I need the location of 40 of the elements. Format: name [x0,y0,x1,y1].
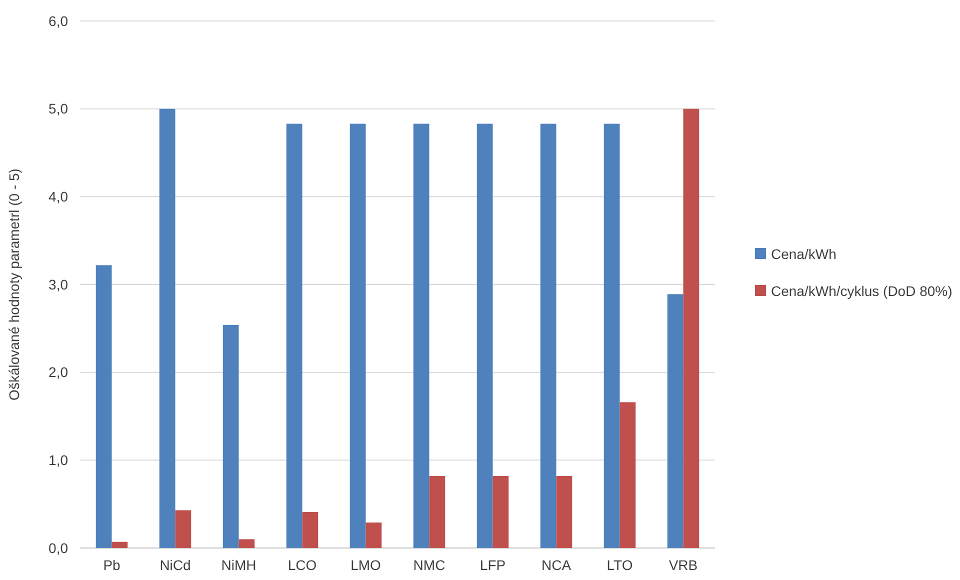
y-tick-label: 4,0 [48,188,68,205]
x-tick-label: NiMH [221,557,256,573]
bar [175,510,192,548]
bar [112,542,128,548]
y-tick-label: 5,0 [48,100,68,117]
bar [604,124,620,548]
y-tick-label: 1,0 [48,452,68,468]
bar [413,124,430,548]
bar [683,108,700,548]
bar [366,522,382,548]
x-tick-label: LFP [480,557,506,573]
x-tick-label: NCA [541,557,572,573]
y-tick-label: 3,0 [48,276,68,292]
bar [492,476,509,548]
x-tick-label: NMC [413,557,446,573]
bar [556,476,572,548]
legend-label: Cena/kWh/cyklus (DoD 80%) [771,282,952,299]
y-axis-title: Oškálované hodnoty parametrl (0 - 5) [6,168,22,400]
y-tick-label: 0,0 [48,540,68,556]
x-tick-label: LMO [350,557,382,573]
x-tick-label: NiCd [160,557,191,573]
x-tick-label: LTO [606,557,633,573]
bar [159,108,176,548]
bar [302,512,318,548]
bar [238,539,255,548]
bar [540,124,556,548]
bar [476,124,493,548]
x-tick-label: LCO [288,557,317,573]
bar [350,124,366,548]
bar [620,402,636,548]
y-tick-label: 2,0 [48,364,68,380]
y-tick-label: 6,0 [48,12,68,29]
x-tick-label: Pb [103,557,121,573]
legend-label: Cena/kWh [771,246,836,262]
bar [96,265,112,548]
x-tick-label: VRB [668,557,698,573]
bar [667,294,684,548]
bar [429,476,446,548]
bar [286,124,302,548]
bar [222,324,239,548]
